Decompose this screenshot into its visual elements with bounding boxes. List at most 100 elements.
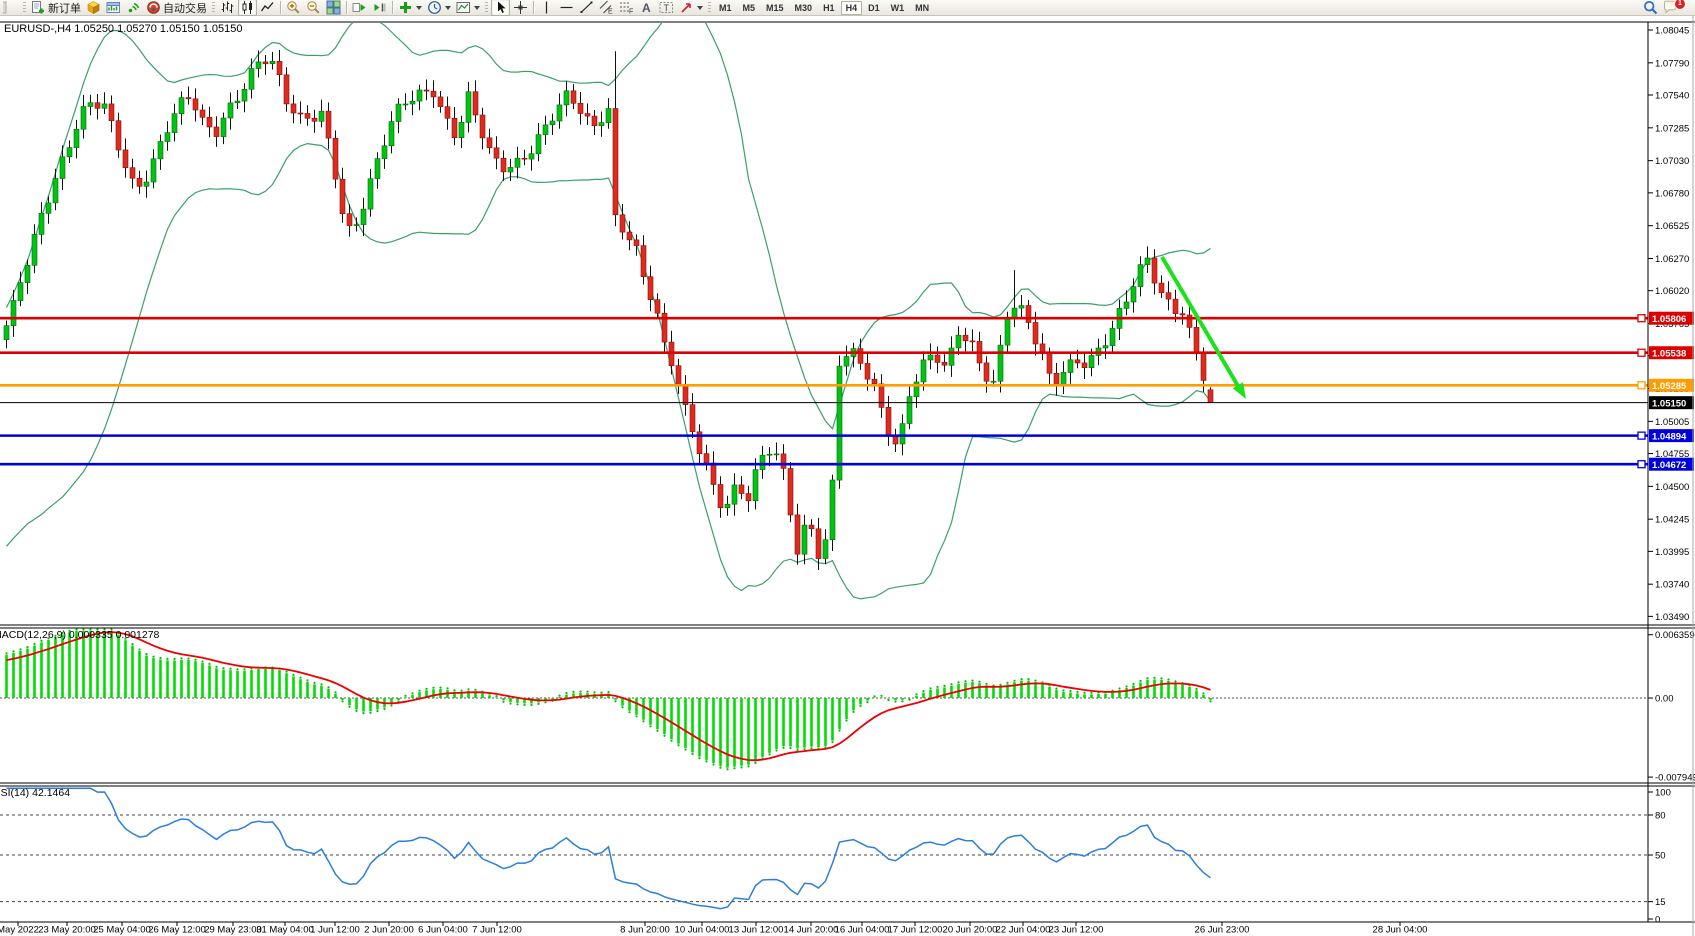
candle-bear	[1074, 359, 1081, 364]
macd-main-dot	[404, 694, 407, 697]
dropdown-caret-icon[interactable]	[416, 5, 422, 10]
auto-scroll-button[interactable]	[350, 0, 369, 16]
hline-handle[interactable]	[1637, 460, 1646, 469]
macd-main-dot	[509, 702, 512, 705]
horizontal-line-button[interactable]	[557, 0, 576, 16]
price-axis[interactable]: 1.08045 1.07790 1.07540 1.07285 1.07030 1.067…	[1648, 26, 1695, 926]
candle-bull	[227, 102, 234, 119]
candle-bull	[514, 157, 521, 168]
price-line-label-box	[1649, 429, 1694, 443]
timeframe-m30-button[interactable]: M30	[794, 2, 813, 13]
timeframe-m1-button[interactable]: M1	[719, 2, 732, 13]
candle-bull	[248, 68, 255, 90]
hline-handle[interactable]	[1637, 348, 1646, 357]
candle-bull	[843, 356, 850, 367]
candle-bull	[927, 354, 934, 361]
bar-chart-button[interactable]	[218, 0, 237, 16]
timeframe-mn-button[interactable]: MN	[915, 2, 930, 13]
macd-main-dot	[1006, 681, 1009, 684]
text-button[interactable]: A	[637, 0, 656, 16]
hline-handle[interactable]	[1637, 431, 1646, 440]
crosshair-button[interactable]	[511, 0, 530, 16]
rsi-axis-label: 80	[1655, 811, 1666, 822]
fibonacci-button[interactable]: F	[617, 0, 636, 16]
search-button[interactable]	[1641, 0, 1660, 16]
macd-main-dot	[635, 715, 638, 718]
timeframe-h4-button[interactable]: H4	[840, 0, 863, 15]
zoom-in-button[interactable]	[284, 0, 303, 16]
candle-bull	[66, 147, 73, 158]
vertical-line-button[interactable]	[537, 0, 556, 16]
bollinger-upper-band	[5, 23, 1211, 430]
candle-bull	[997, 344, 1004, 382]
text-label-button[interactable]: T	[657, 0, 676, 16]
candle-bear	[108, 103, 115, 122]
candle-bull	[416, 89, 423, 102]
chart-shift-button[interactable]	[370, 0, 389, 16]
data-window-button[interactable]	[104, 0, 123, 16]
macd-main-dot	[565, 691, 568, 695]
templates-button[interactable]	[454, 0, 482, 16]
candle-bear	[304, 113, 311, 119]
macd-main-dot	[138, 648, 141, 651]
timeframe-m15-button[interactable]: M15	[766, 2, 784, 13]
line-chart-button[interactable]	[258, 0, 277, 16]
candle-bear	[213, 126, 220, 137]
trendline-button[interactable]	[577, 0, 596, 16]
candle-bear	[290, 103, 297, 114]
signals-button[interactable]	[124, 0, 143, 16]
autotrading-button[interactable]: 自动交易	[144, 0, 209, 16]
candle-bear	[871, 378, 878, 385]
hline-handle[interactable]	[1637, 381, 1646, 390]
rsi-line[interactable]	[6, 787, 1211, 910]
candle-bull	[178, 97, 185, 114]
candle-bear	[934, 354, 941, 363]
macd-main-dot	[1118, 687, 1121, 690]
timeframe-m5-button[interactable]: M5	[742, 2, 756, 13]
macd-main-dot	[68, 629, 71, 632]
macd-main-dot	[523, 703, 526, 707]
hline-handle[interactable]	[1637, 314, 1646, 323]
macd-main-dot	[61, 631, 64, 635]
dropdown-caret-icon[interactable]	[445, 5, 451, 10]
tile-windows-button[interactable]	[324, 0, 343, 16]
macd-main-dot	[1013, 679, 1016, 682]
candle-bull	[948, 347, 955, 366]
macd-main-dot	[89, 628, 92, 631]
timeframe-h1-button[interactable]: H1	[823, 2, 835, 13]
candle-bear	[787, 468, 794, 516]
market-watch-button[interactable]	[84, 0, 103, 16]
periods-button[interactable]	[425, 0, 453, 16]
candle-bear	[332, 137, 339, 180]
timeframe-w1-button[interactable]: W1	[890, 2, 905, 13]
macd-main-dot	[579, 690, 582, 693]
chat-button[interactable]: 1	[1661, 0, 1694, 16]
timeframe-d1-button[interactable]: D1	[868, 2, 880, 13]
candle-bear	[1179, 313, 1186, 316]
macd-main-dot	[628, 711, 631, 714]
trend-arrow-line[interactable]	[1160, 255, 1240, 388]
channel-button[interactable]: E	[597, 0, 616, 16]
candle-bear	[1186, 314, 1193, 328]
dropdown-caret-icon[interactable]	[697, 5, 703, 10]
candle-bear	[857, 348, 864, 364]
candlestick-button[interactable]	[238, 0, 257, 16]
cursor-button[interactable]	[491, 0, 510, 16]
zoom-out-button[interactable]	[304, 0, 323, 16]
macd-signal-line	[6, 631, 1211, 762]
dropdown-caret-icon[interactable]	[474, 5, 480, 10]
candle-bear	[192, 98, 199, 111]
candle-bear	[262, 61, 269, 65]
macd-main-dot	[173, 657, 176, 661]
candle-bull	[409, 100, 416, 105]
arrows-button[interactable]	[677, 0, 705, 16]
candle-bear	[472, 91, 479, 116]
candle-bear	[654, 299, 661, 314]
indicators-button[interactable]	[396, 0, 424, 16]
new-order-button[interactable]: 新订单	[29, 0, 83, 16]
candle-bull	[1067, 359, 1074, 373]
macd-main-dot	[880, 694, 883, 697]
trend-arrow[interactable]	[1160, 255, 1246, 399]
